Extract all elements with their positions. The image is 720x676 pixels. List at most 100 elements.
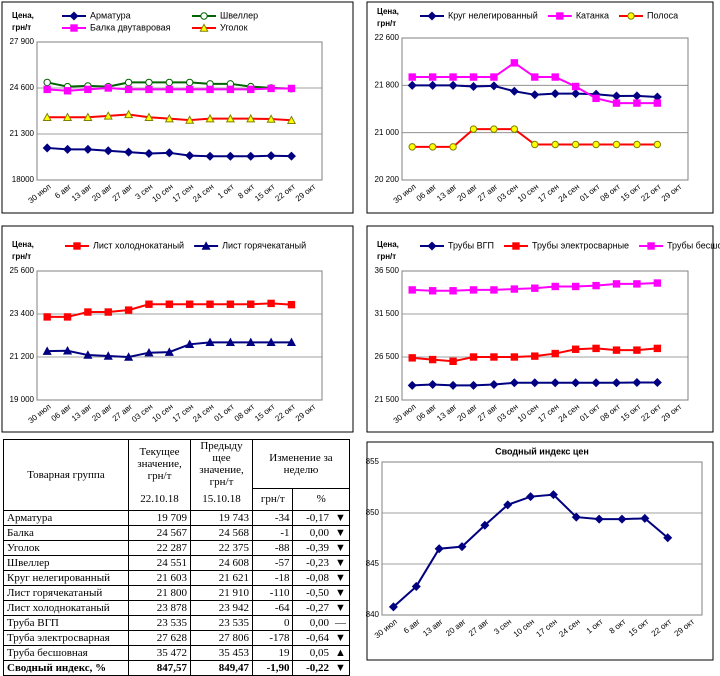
- y-tick-label: 21 000: [375, 128, 400, 137]
- marker: [43, 78, 51, 87]
- marker: [468, 82, 479, 92]
- marker: [652, 377, 662, 388]
- y-axis-label: грн/т: [12, 252, 31, 261]
- marker: [145, 300, 153, 308]
- marker: [489, 81, 499, 91]
- marker: [84, 85, 92, 94]
- marker: [548, 490, 558, 500]
- marker: [124, 109, 134, 119]
- legend-marker: [427, 11, 437, 21]
- y-tick-label: 21 500: [375, 395, 400, 404]
- marker: [408, 286, 416, 294]
- marker: [490, 125, 498, 133]
- marker: [103, 111, 113, 120]
- row-label: Балка: [3, 525, 129, 541]
- marker: [63, 87, 72, 95]
- cell: 22 287: [128, 540, 191, 556]
- legend-marker: [627, 12, 635, 20]
- marker: [246, 151, 256, 161]
- marker: [663, 533, 673, 543]
- cell: 35 453: [190, 645, 253, 661]
- marker: [510, 125, 519, 133]
- marker: [551, 140, 559, 149]
- marker: [246, 113, 256, 123]
- marker: [571, 512, 581, 522]
- cell: 849,47: [190, 660, 253, 676]
- cell: -64: [251, 600, 294, 616]
- cell: 27 806: [190, 630, 253, 646]
- marker: [185, 78, 194, 87]
- marker: [490, 286, 498, 294]
- cell: -0,39: [292, 540, 332, 556]
- legend-label: Круг нелегированный: [448, 10, 538, 20]
- trend-arrow: ▼: [332, 570, 350, 586]
- marker: [434, 544, 444, 554]
- y-axis-label: грн/т: [12, 23, 31, 32]
- marker: [530, 90, 540, 100]
- marker: [530, 378, 540, 388]
- cell: -110: [251, 585, 294, 601]
- marker: [510, 59, 519, 67]
- cell: 23 535: [128, 615, 191, 631]
- marker: [510, 285, 519, 293]
- marker: [84, 308, 92, 316]
- y-tick-label: 31 500: [375, 309, 400, 318]
- cell: -0,22: [292, 660, 332, 676]
- marker: [449, 73, 457, 81]
- marker: [43, 85, 51, 94]
- row-label: Круг нелегированный: [3, 570, 129, 586]
- table-row: Швеллер 24 551 24 608 -57 -0,23 ▼: [3, 555, 350, 571]
- table-row: Лист холоднокатаный 23 878 23 942 -64 -0,27 ▼: [3, 600, 350, 616]
- column-header: Изменение за неделю: [252, 439, 350, 489]
- marker: [468, 380, 479, 390]
- cell: -57: [251, 555, 294, 571]
- marker: [185, 85, 194, 94]
- marker: [411, 581, 421, 591]
- row-label: Уголок: [3, 540, 129, 556]
- marker: [165, 85, 174, 94]
- cell: 21 621: [190, 570, 253, 586]
- marker: [124, 85, 133, 94]
- row-label: Арматура: [3, 510, 129, 526]
- cell: -0,08: [292, 570, 332, 586]
- row-label: Труба бесшовная: [3, 645, 129, 661]
- marker: [83, 144, 93, 154]
- y-tick-label: 26 500: [375, 352, 400, 361]
- marker: [612, 140, 621, 149]
- legend-label: Трубы бесшовные: [667, 240, 720, 250]
- cell: 19 743: [190, 510, 253, 526]
- marker: [469, 73, 478, 81]
- cell: 0,00: [292, 525, 332, 541]
- marker: [531, 352, 539, 360]
- cell: -1: [251, 525, 294, 541]
- y-tick-label: 22 600: [375, 33, 400, 42]
- legend-label: Катанка: [576, 10, 609, 20]
- marker: [407, 380, 417, 390]
- marker: [469, 286, 478, 294]
- marker: [145, 78, 153, 87]
- marker: [124, 147, 134, 157]
- cell: 0,05: [292, 645, 332, 661]
- unit-header: грн/т: [251, 487, 294, 511]
- row-label: Сводный индекс, %: [3, 660, 129, 676]
- marker: [633, 280, 641, 288]
- legend-label: Трубы ВГП: [448, 240, 494, 250]
- table-row: Круг нелегированный 21 603 21 621 -18 -0,08 ▼: [3, 570, 350, 586]
- marker: [247, 85, 255, 94]
- marker: [653, 140, 662, 149]
- legend-marker: [200, 12, 208, 20]
- legend-marker: [512, 242, 520, 250]
- marker: [448, 80, 458, 90]
- marker: [206, 85, 214, 94]
- marker: [185, 115, 195, 124]
- marker: [633, 346, 641, 354]
- legend-marker: [69, 11, 79, 21]
- plot-area: [381, 461, 703, 616]
- y-tick-label: 855: [366, 457, 380, 466]
- cell: -0,64: [292, 630, 332, 646]
- marker: [286, 151, 296, 161]
- cell: -0,50: [292, 585, 332, 601]
- marker: [226, 85, 235, 94]
- trend-arrow: ▼: [332, 630, 350, 646]
- trend-arrow: ▼: [332, 510, 350, 526]
